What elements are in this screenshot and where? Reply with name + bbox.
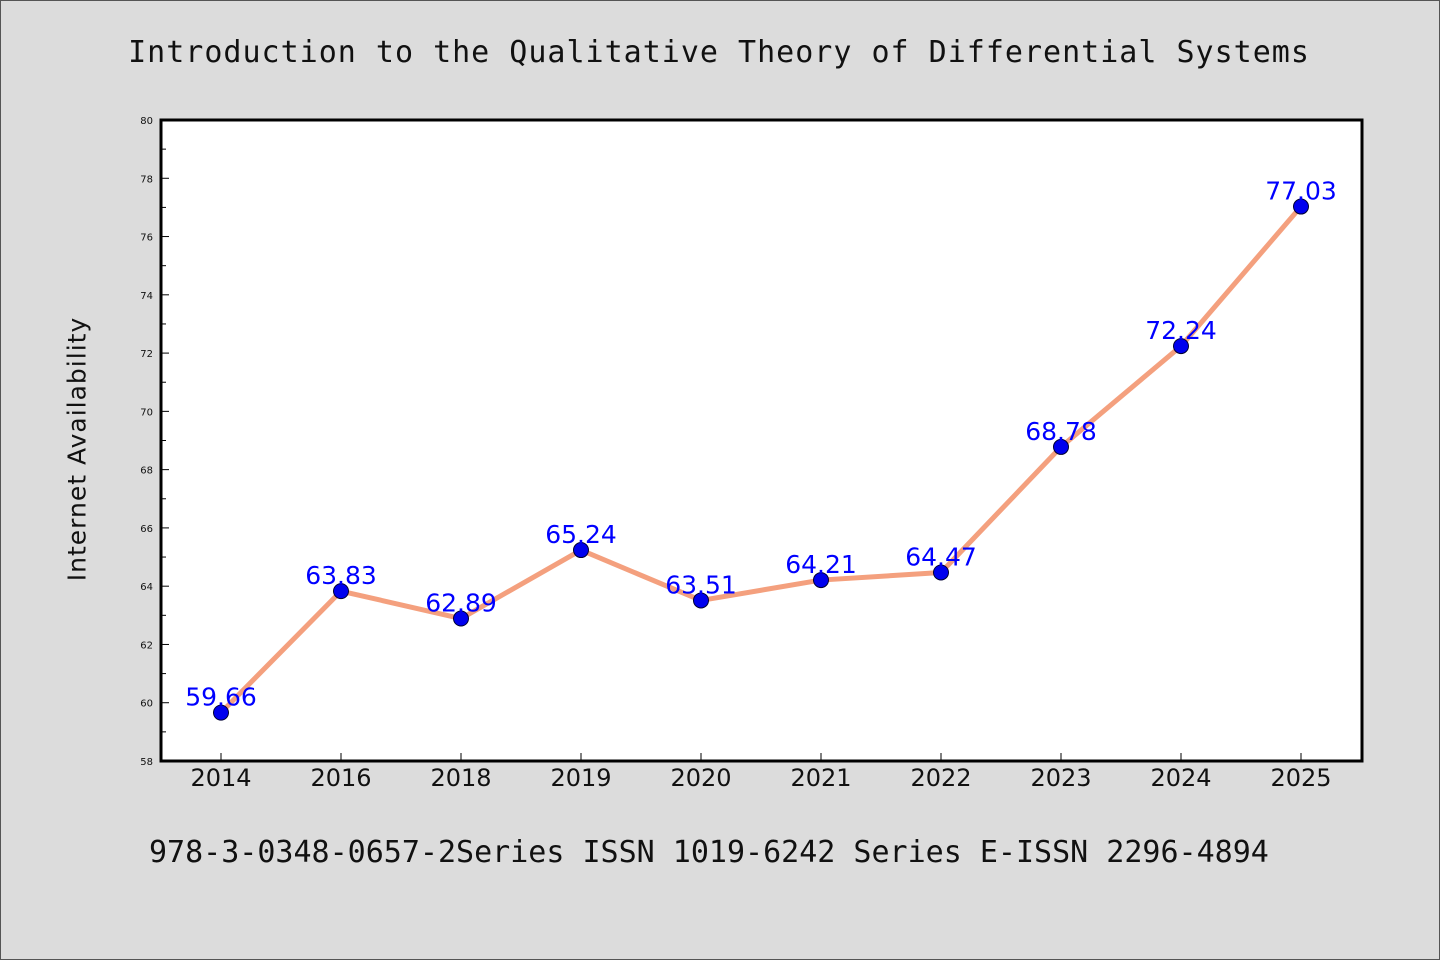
- y-tick-label: 72: [140, 349, 153, 360]
- y-tick-label: 70: [140, 407, 153, 418]
- series-line-group: [218, 204, 1304, 716]
- x-tick-label: 2018: [430, 764, 491, 792]
- data-label: 68.78: [1025, 417, 1097, 446]
- footer-text: 978-3-0348-0657-2Series ISSN 1019-6242 S…: [149, 835, 1269, 870]
- data-label: 63.83: [305, 561, 377, 590]
- y-tick-label: 58: [140, 757, 153, 768]
- y-tick-label: 76: [140, 233, 153, 244]
- data-point: [693, 592, 709, 609]
- plot-background: [161, 120, 1362, 761]
- data-labels-group: 59.66 63.83 62.89 65.24 63.51 64.21 64.47 68.78…: [185, 177, 1337, 712]
- data-point: [813, 572, 829, 589]
- data-label: 65.24: [545, 520, 617, 549]
- x-axis: 2014 2016 2018 2019 2020 2021 2022 2023 2024 2025: [190, 753, 1332, 792]
- data-point: [1293, 198, 1309, 215]
- data-label: 72.24: [1145, 316, 1217, 345]
- data-point: [453, 610, 469, 627]
- data-point: [1053, 438, 1069, 455]
- y-tick-label: 66: [140, 524, 153, 535]
- y-axis: 58 60 62 64 66 68 70 72 74 76 78 80: [140, 116, 169, 768]
- x-tick-label: 2023: [1030, 764, 1091, 792]
- markers-group: [213, 198, 1309, 721]
- data-label: 64.47: [905, 542, 977, 571]
- series-line: [218, 204, 1304, 716]
- x-tick-label: 2021: [790, 764, 851, 792]
- x-tick-label: 2022: [910, 764, 971, 792]
- y-tick-label: 68: [140, 466, 153, 477]
- data-label: 63.51: [665, 570, 737, 599]
- x-tick-label: 2014: [190, 764, 251, 792]
- y-tick-label: 74: [140, 291, 153, 302]
- data-point: [333, 583, 349, 600]
- y-tick-label: 62: [140, 640, 153, 651]
- data-label: 64.21: [785, 550, 857, 579]
- y-tick-label: 80: [140, 116, 153, 127]
- data-label: 59.66: [185, 683, 257, 712]
- y-tick-label: 60: [140, 699, 153, 710]
- data-point: [573, 542, 589, 559]
- plot-frame: [159, 118, 1364, 763]
- data-label: 77.03: [1265, 177, 1337, 206]
- x-tick-label: 2025: [1270, 764, 1331, 792]
- data-point: [213, 704, 229, 721]
- x-tick-label: 2016: [310, 764, 371, 792]
- x-tick-label: 2020: [670, 764, 731, 792]
- data-point: [1173, 338, 1189, 355]
- x-tick-label: 2024: [1150, 764, 1211, 792]
- data-point: [933, 564, 949, 581]
- chart-title: Introduction to the Qualitative Theory o…: [128, 35, 1310, 70]
- y-tick-label: 78: [140, 174, 153, 185]
- x-tick-label: 2019: [550, 764, 611, 792]
- y-tick-label: 64: [140, 582, 153, 593]
- data-label: 62.89: [425, 589, 497, 618]
